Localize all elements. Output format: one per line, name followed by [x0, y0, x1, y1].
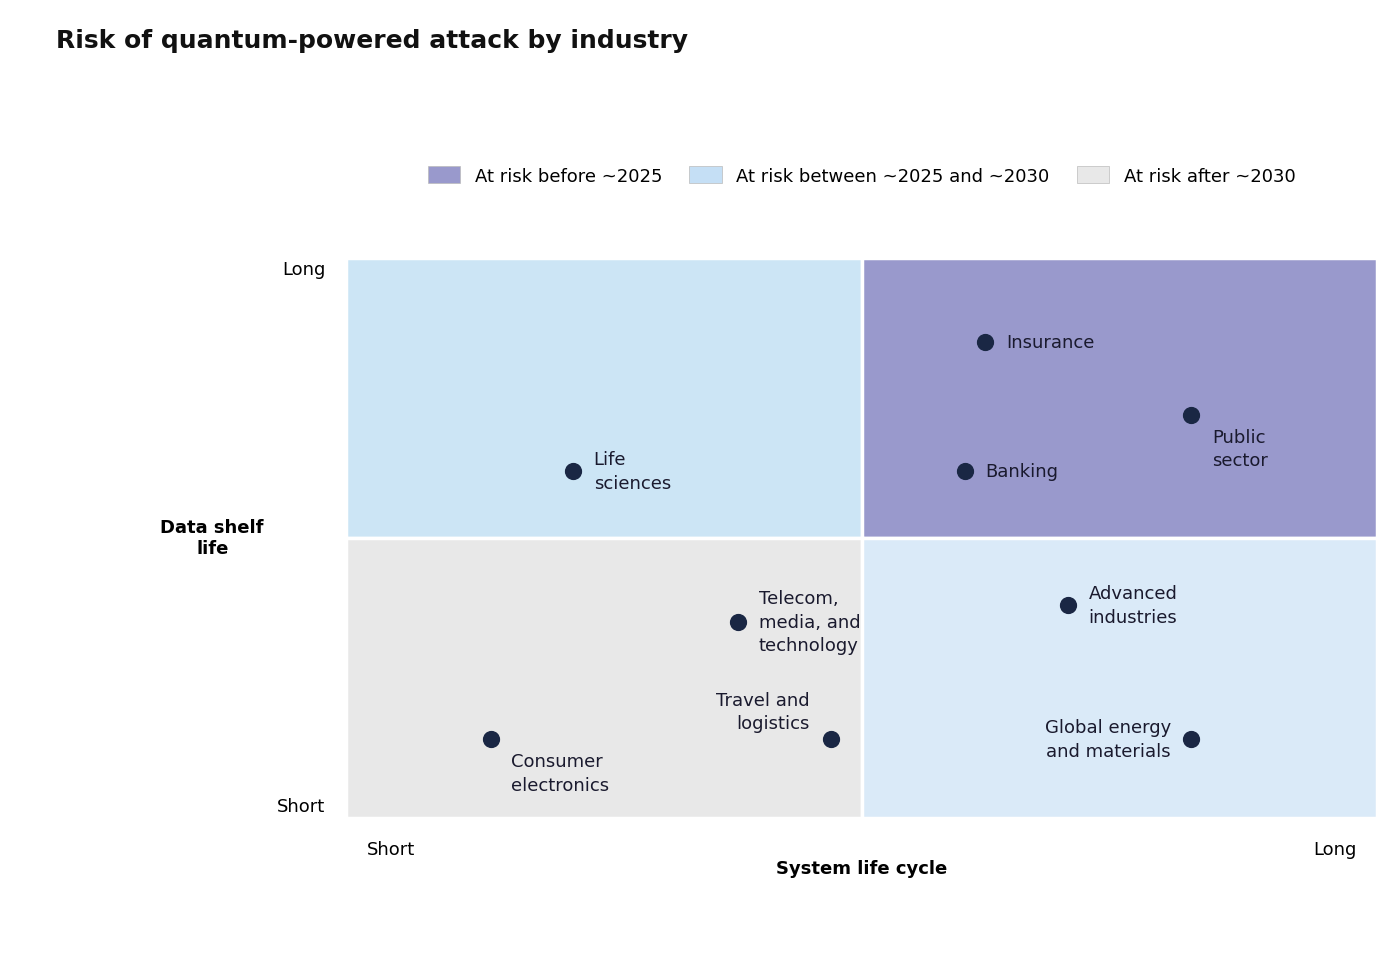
Text: Data shelf
life: Data shelf life [160, 519, 264, 557]
Point [1180, 408, 1203, 423]
Point [1057, 598, 1079, 613]
Text: Banking: Banking [986, 463, 1058, 480]
Text: Life
sciences: Life sciences [593, 451, 671, 492]
Text: Telecom,
media, and
technology: Telecom, media, and technology [759, 590, 860, 654]
Bar [347, 259, 862, 538]
Text: Long: Long [283, 261, 326, 279]
Text: Risk of quantum-powered attack by industry: Risk of quantum-powered attack by indust… [56, 29, 688, 54]
Text: Short: Short [367, 840, 415, 858]
Text: Short: Short [277, 798, 326, 816]
Point [1180, 732, 1203, 747]
Text: Advanced
industries: Advanced industries [1089, 585, 1178, 626]
Text: Insurance: Insurance [1006, 333, 1094, 352]
Point [727, 614, 749, 630]
Point [562, 464, 585, 479]
Text: Global energy
and materials: Global energy and materials [1044, 719, 1171, 760]
Text: Long: Long [1313, 840, 1356, 858]
Text: System life cycle: System life cycle [775, 859, 947, 877]
Text: Travel and
logistics: Travel and logistics [717, 690, 810, 733]
Point [479, 732, 501, 747]
Point [974, 334, 997, 350]
Text: Consumer
electronics: Consumer electronics [511, 752, 610, 794]
Bar [862, 259, 1377, 538]
Legend: At risk before ~2025, At risk between ~2025 and ~2030, At risk after ~2030: At risk before ~2025, At risk between ~2… [427, 167, 1296, 186]
Point [820, 732, 842, 747]
Bar [862, 538, 1377, 818]
Text: Public
sector: Public sector [1212, 428, 1268, 469]
Bar [347, 538, 862, 818]
Point [954, 464, 976, 479]
